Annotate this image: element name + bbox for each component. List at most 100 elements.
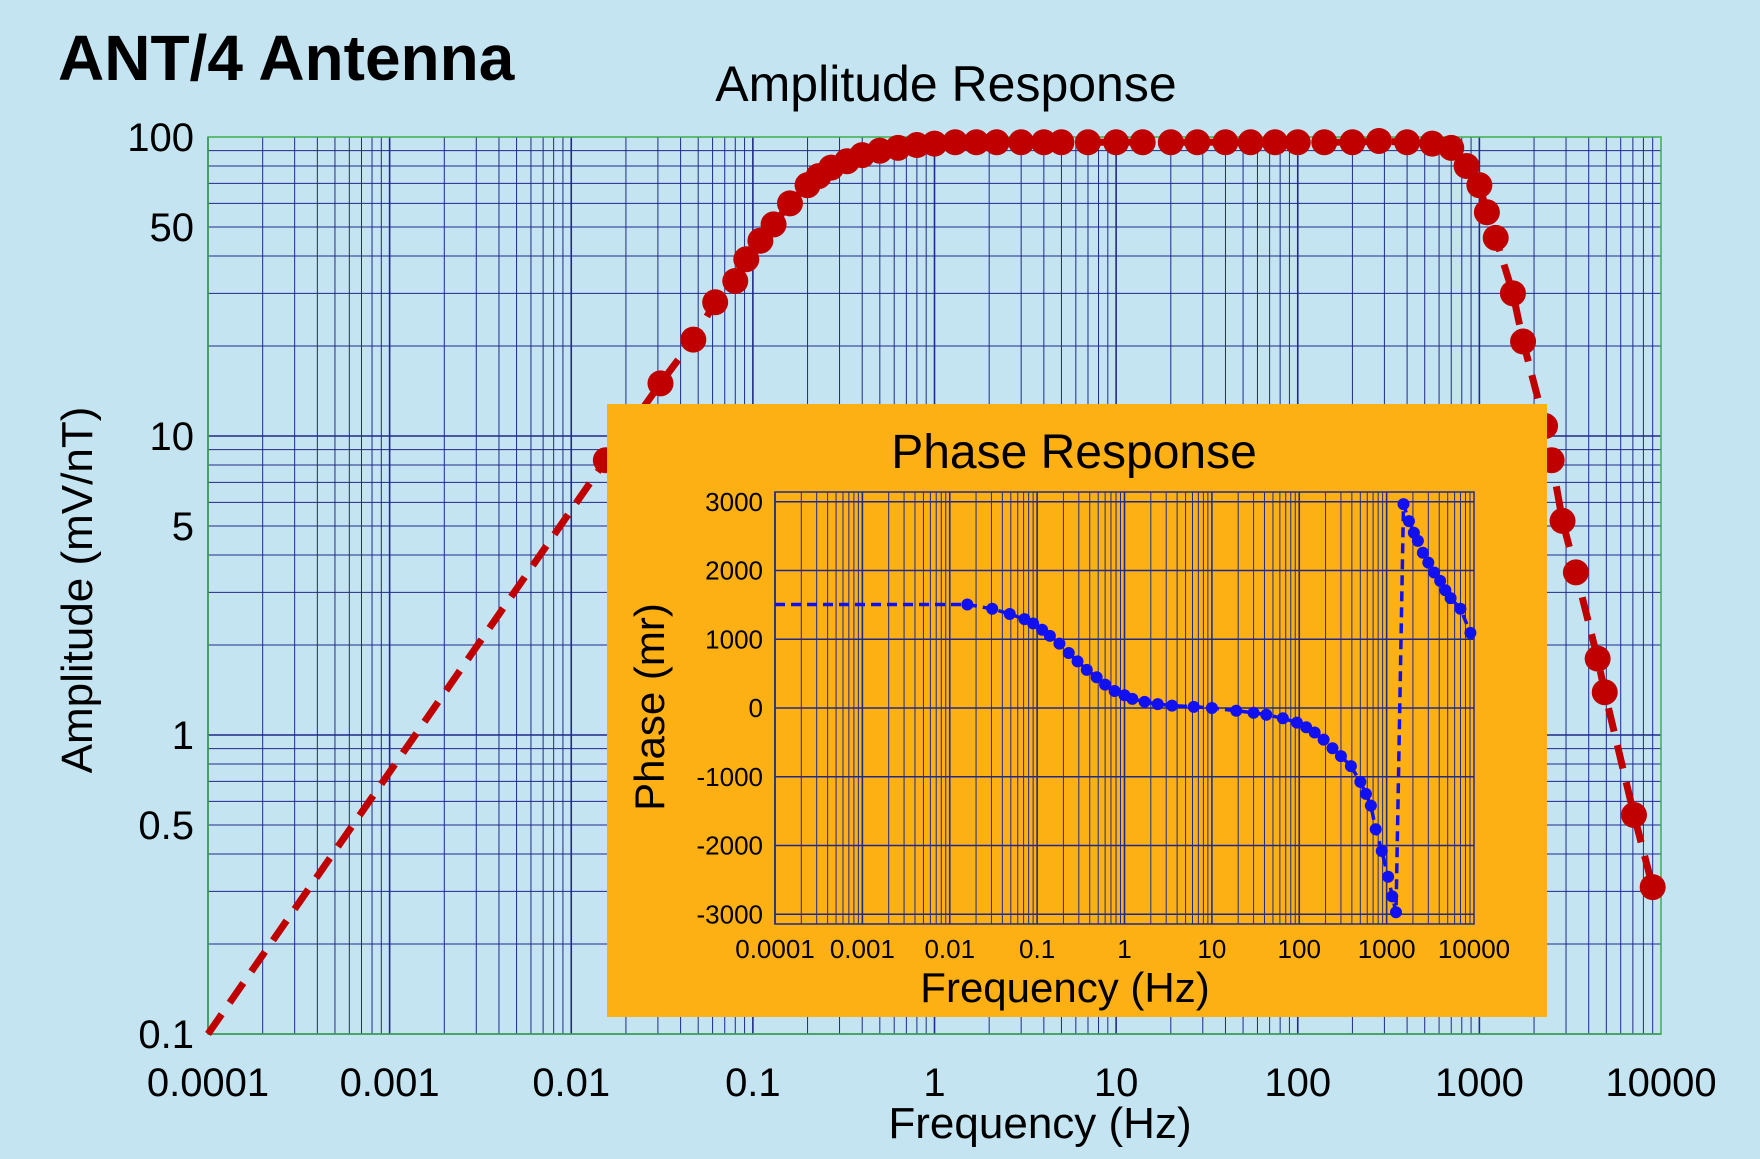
x-tick-label: 100 [1264,1061,1331,1105]
data-point [1473,199,1500,226]
data-point [1510,328,1537,355]
data-point [1386,890,1399,903]
data-point [1043,629,1056,642]
data-point [1074,129,1101,156]
data-point [1466,172,1493,199]
data-point [1212,129,1239,156]
y-tick-label: 2000 [705,556,763,586]
data-point [961,598,974,611]
amplitude-chart-title: Amplitude Response [715,56,1176,112]
data-point [1584,645,1611,672]
y-tick-label: 1 [172,714,194,758]
data-point [1003,607,1016,620]
phase-y-axis-label: Phase (mr) [626,603,673,811]
data-point [1334,750,1347,763]
x-tick-label: 0.001 [340,1061,440,1105]
data-point [1290,716,1303,729]
data-point [1499,280,1526,307]
data-point [986,602,999,615]
data-point [1365,127,1392,154]
data-point [647,370,674,397]
data-point [1247,706,1260,719]
data-point [1394,129,1421,156]
data-point [963,129,990,156]
data-point [1284,129,1311,156]
data-point [1230,704,1243,717]
data-point [1453,152,1480,179]
x-tick-label: 10 [1094,1061,1139,1105]
data-point [1411,534,1424,547]
x-tick-label: 1000 [1435,1061,1524,1105]
data-point [1482,224,1509,251]
data-point [1129,129,1156,156]
data-point [1187,700,1200,713]
y-tick-label: 5 [172,505,194,549]
data-point [1620,802,1647,829]
x-tick-label: 1 [923,1061,945,1105]
data-point [1359,787,1372,800]
x-tick-label: 0.1 [725,1061,781,1105]
page-title: ANT/4 Antenna [58,22,515,94]
data-point [1126,692,1139,705]
data-point [1048,129,1075,156]
data-point [1103,129,1130,156]
data-point [722,267,749,294]
data-point [1382,870,1395,883]
data-point [942,129,969,156]
data-point [1464,626,1477,639]
data-point [733,246,760,273]
data-point [1317,733,1330,746]
data-point [1344,760,1357,773]
data-point [1422,556,1435,569]
y-tick-label: 0 [749,693,763,723]
data-point [1364,799,1377,812]
data-point [1369,823,1382,836]
data-point [702,289,729,316]
y-tick-label: 0.5 [138,804,194,848]
data-point [1639,874,1666,901]
data-point [1402,515,1415,528]
data-point [1454,602,1467,615]
data-point [1311,129,1338,156]
data-point [1205,702,1218,714]
amplitude-y-axis-label: Amplitude (mV/nT) [53,407,102,774]
x-tick-label: 0.001 [830,934,895,964]
data-point [1339,129,1366,156]
data-point [1428,566,1441,579]
phase-chart-title: Phase Response [891,426,1257,479]
x-tick-label: 10 [1197,934,1226,964]
data-point [1071,655,1084,668]
data-point [1108,685,1121,698]
plot-border [774,491,1475,925]
data-point [1008,129,1035,156]
data-point [1308,726,1321,739]
x-tick-label: 0.01 [532,1061,610,1105]
data-point [1053,637,1066,650]
y-tick-label: 100 [127,116,194,160]
phase-chart: 0.0001 0.001 0.01 0.1 1 10 100 1000 100003000200… [697,487,1511,964]
data-point [1326,742,1339,755]
data-point [1157,129,1184,156]
x-tick-label: 0.0001 [147,1061,269,1105]
data-point [1184,129,1211,156]
x-tick-label: 1000 [1358,934,1416,964]
y-tick-label: -2000 [697,831,764,861]
y-tick-label: -1000 [697,762,764,792]
data-point [1260,708,1273,721]
data-point [1389,906,1402,919]
data-point [1166,699,1179,712]
data-point [1354,775,1367,788]
data-point [1591,679,1618,706]
y-tick-label: -3000 [697,899,764,929]
data-point [1080,663,1093,676]
data-point [1027,617,1040,630]
x-tick-label: 1 [1117,934,1131,964]
data-point [1549,507,1576,534]
amplitude-x-axis-label: Frequency (Hz) [888,1099,1191,1148]
data-point [1090,671,1103,684]
data-point [1237,129,1264,156]
y-tick-label: 0.1 [138,1013,194,1057]
data-point [921,130,948,157]
